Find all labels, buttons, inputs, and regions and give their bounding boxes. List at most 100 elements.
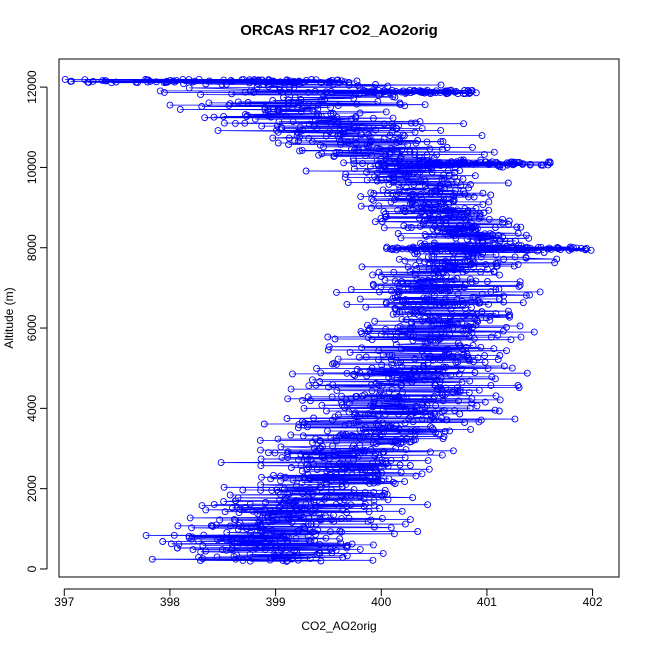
data-point bbox=[197, 91, 205, 99]
data-point bbox=[347, 501, 355, 509]
data-point bbox=[263, 534, 271, 542]
data-point bbox=[297, 512, 305, 519]
y-tick-label: 4000 bbox=[25, 395, 39, 422]
data-point bbox=[370, 189, 378, 197]
data-point bbox=[393, 356, 400, 364]
data-point bbox=[409, 337, 417, 345]
data-point bbox=[375, 202, 383, 210]
data-point bbox=[146, 77, 154, 85]
data-point bbox=[391, 480, 399, 487]
data-point bbox=[350, 371, 357, 378]
data-point bbox=[490, 235, 498, 243]
data-point bbox=[371, 87, 379, 95]
data-point bbox=[474, 236, 482, 244]
data-point bbox=[507, 336, 515, 344]
data-point bbox=[342, 430, 350, 438]
data-point bbox=[269, 518, 277, 525]
data-point bbox=[492, 310, 500, 318]
data-point bbox=[404, 263, 412, 271]
data-point bbox=[460, 156, 467, 164]
data-point bbox=[544, 245, 552, 253]
data-point bbox=[442, 363, 450, 371]
data-point bbox=[195, 537, 202, 545]
data-point bbox=[391, 294, 399, 302]
data-point bbox=[292, 482, 300, 490]
data-point bbox=[271, 449, 279, 457]
data-point bbox=[447, 305, 455, 313]
data-point bbox=[285, 99, 293, 107]
data-point bbox=[388, 385, 396, 393]
data-point bbox=[445, 172, 453, 180]
data-point bbox=[396, 461, 404, 469]
data-point bbox=[316, 437, 324, 444]
data-point bbox=[485, 206, 493, 214]
data-point bbox=[359, 425, 367, 433]
data-point bbox=[392, 88, 400, 95]
data-point bbox=[468, 86, 476, 94]
data-point bbox=[343, 552, 351, 560]
data-point bbox=[334, 76, 342, 84]
data-point bbox=[246, 500, 254, 508]
data-point bbox=[427, 332, 435, 340]
data-point bbox=[331, 413, 339, 421]
data-point bbox=[431, 223, 439, 230]
data-point bbox=[376, 504, 384, 512]
data-point bbox=[418, 281, 426, 289]
data-point bbox=[274, 435, 282, 443]
data-point bbox=[321, 96, 329, 104]
data-point bbox=[329, 442, 336, 450]
data-point bbox=[352, 139, 360, 147]
data-point bbox=[277, 472, 284, 480]
data-point bbox=[81, 76, 89, 84]
data-point bbox=[401, 520, 409, 528]
data-point bbox=[171, 78, 179, 86]
data-point bbox=[393, 148, 401, 155]
data-point bbox=[553, 255, 561, 263]
data-point bbox=[357, 202, 365, 210]
data-point bbox=[366, 473, 374, 481]
data-point bbox=[510, 262, 518, 270]
data-point bbox=[369, 114, 377, 122]
data-point bbox=[526, 244, 534, 252]
data-point bbox=[403, 435, 411, 442]
data-point bbox=[369, 402, 377, 410]
data-point bbox=[99, 77, 107, 85]
data-point bbox=[369, 459, 377, 467]
data-point bbox=[420, 217, 428, 225]
data-point bbox=[248, 537, 255, 544]
data-point bbox=[365, 432, 373, 440]
data-point bbox=[485, 198, 493, 206]
data-point bbox=[425, 316, 433, 324]
data-point bbox=[425, 265, 433, 273]
data-point bbox=[367, 516, 375, 524]
data-point bbox=[320, 143, 328, 151]
data-point bbox=[428, 367, 436, 375]
data-point bbox=[362, 430, 370, 438]
data-point bbox=[226, 100, 234, 108]
data-point bbox=[370, 488, 378, 496]
data-point bbox=[456, 410, 464, 418]
data-point bbox=[402, 406, 410, 414]
data-point bbox=[398, 315, 406, 323]
data-point bbox=[463, 322, 471, 330]
data-point bbox=[174, 522, 182, 530]
data-point bbox=[333, 113, 341, 121]
data-point bbox=[413, 265, 421, 273]
data-point bbox=[61, 75, 69, 83]
data-point bbox=[393, 305, 401, 313]
data-point bbox=[309, 106, 317, 114]
data-point bbox=[375, 288, 383, 296]
data-point bbox=[400, 297, 408, 305]
data-point bbox=[340, 403, 348, 411]
data-point bbox=[335, 460, 343, 468]
data-point bbox=[434, 243, 442, 251]
data-point bbox=[388, 287, 396, 295]
data-point bbox=[402, 446, 410, 454]
data-point bbox=[426, 212, 434, 220]
data-point bbox=[339, 456, 347, 464]
data-point bbox=[388, 86, 396, 94]
data-point bbox=[453, 352, 461, 360]
data-point bbox=[338, 492, 346, 500]
data-point bbox=[418, 208, 426, 216]
data-point bbox=[377, 283, 385, 291]
